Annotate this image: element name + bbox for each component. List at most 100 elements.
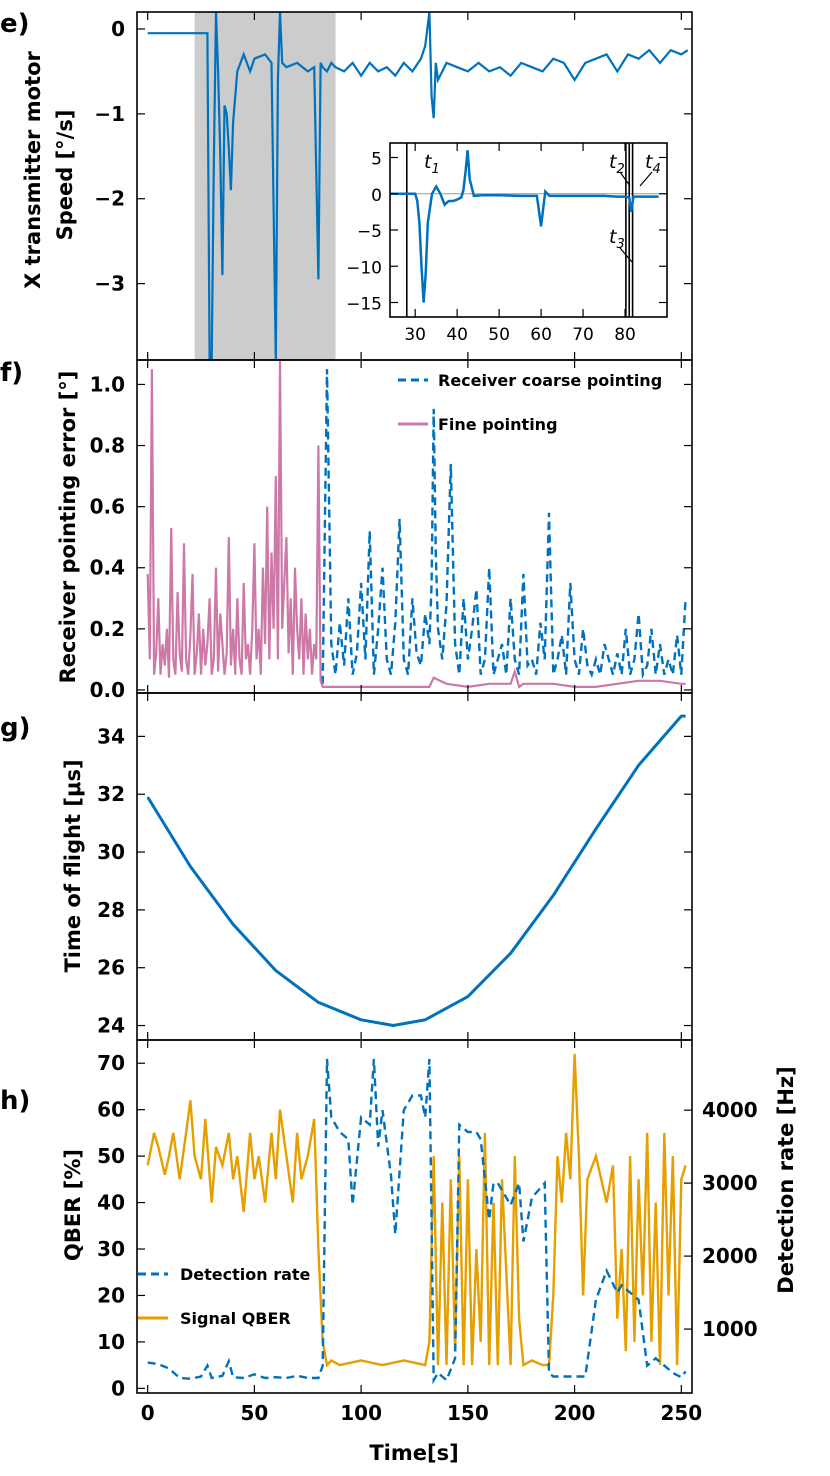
- e-y-label-0: 0: [111, 17, 125, 41]
- inset-x-label-4: 70: [572, 325, 594, 345]
- annot-arrow-t2: [619, 171, 631, 187]
- panel-g-letter: g): [0, 713, 31, 743]
- annot-arrow-t4: [639, 171, 653, 187]
- f-fine-line: [146, 360, 686, 689]
- h-x-label-5: 250: [660, 1401, 702, 1425]
- h-y-ticks: 0 10 20 30 40 50 60 70: [97, 1051, 145, 1400]
- h-y-label-6: 60: [97, 1098, 125, 1122]
- panel-e-speed: 0 −1 −2 −3 e) X transmitter motor Speed [°/…: [0, 9, 693, 361]
- inset-x-label-0: 30: [404, 325, 426, 345]
- inset-chart: 50−5−10−15 30 40 50 60 70 80 t1 t2 t3 t4: [346, 142, 668, 345]
- inset-x-ticks: 30 40 50 60 70 80: [404, 143, 636, 345]
- h-ylabel: QBER [%]: [61, 1149, 85, 1261]
- annot-t3: t3: [609, 226, 625, 252]
- inset-series-group: [390, 143, 667, 317]
- f-legend: Receiver coarse pointing Fine pointing: [398, 371, 662, 434]
- g-y-label-1: 26: [97, 956, 125, 980]
- f-y-label-4: 0.8: [90, 434, 125, 458]
- g-y-label-4: 32: [97, 782, 125, 806]
- h-y-label-3: 30: [97, 1237, 125, 1261]
- e-y-ticks: 0 −1 −2 −3: [94, 17, 692, 296]
- inset-annotations: t1 t2 t3 t4: [424, 151, 661, 263]
- panel-e-letter: e): [0, 9, 30, 39]
- h-y2-label-0: 1000: [702, 1317, 758, 1341]
- inset-y-label-4: −15: [346, 295, 382, 315]
- h-y-label-7: 70: [97, 1051, 125, 1075]
- annot-t4: t4: [645, 151, 661, 177]
- inset-x-label-5: 80: [614, 325, 636, 345]
- g-tof-line: [146, 714, 686, 1027]
- inset-y-label-1: 0: [371, 186, 382, 206]
- f-y-label-2: 0.4: [90, 556, 125, 580]
- h-y-label-5: 50: [97, 1144, 125, 1168]
- annot-t1: t1: [424, 151, 440, 177]
- h-x-label-2: 100: [340, 1401, 382, 1425]
- f-ylabel: Receiver pointing error [°]: [56, 371, 80, 684]
- panel-h-letter: h): [0, 1086, 30, 1116]
- annot-arrow-t3: [619, 247, 633, 263]
- panel-g-time-of-flight: 24 26 28 30 32 34 g) Time of flight [μs]: [0, 692, 693, 1041]
- e-y-label-3: −3: [94, 272, 125, 296]
- g-x-ticks: [147, 693, 682, 1040]
- h-y2-label-1: 2000: [702, 1244, 758, 1268]
- f-y-label-3: 0.6: [90, 495, 125, 519]
- panel-f-letter: f): [0, 358, 23, 388]
- inset-speed-line: [390, 150, 659, 303]
- h-detection-line: [147, 1058, 687, 1385]
- inset-x-label-3: 60: [530, 325, 552, 345]
- legend-label-fine: Fine pointing: [438, 415, 558, 434]
- h-y-label-1: 10: [97, 1330, 125, 1354]
- e-y-label-2: −2: [94, 187, 125, 211]
- panel-h-qber: 0 10 20 30 40 50 60 70 1000 2000 3000 4000 0 50 100 1…: [0, 1039, 798, 1465]
- h-x-ticks: 0 50 100 150 200 250: [141, 1040, 702, 1425]
- g-series-group: [146, 714, 686, 1027]
- inset-y-label-3: −10: [346, 258, 382, 278]
- g-y-ticks: 24 26 28 30 32 34: [97, 724, 692, 1038]
- h-y-label-4: 40: [97, 1191, 125, 1215]
- inset-y-label-2: −5: [357, 222, 382, 242]
- h-y-label-0: 0: [111, 1376, 125, 1400]
- f-y-label-5: 1.0: [90, 372, 125, 396]
- g-y-label-5: 34: [97, 724, 125, 748]
- h-y2-label-3: 4000: [702, 1098, 758, 1122]
- h-x-label-4: 200: [554, 1401, 596, 1425]
- h-y2-ticks: 1000 2000 3000 4000: [684, 1098, 758, 1341]
- h-y2label: Detection rate [Hz]: [774, 1066, 798, 1293]
- h-y2-label-2: 3000: [702, 1171, 758, 1195]
- h-legend: Detection rate Signal QBER: [138, 1265, 311, 1328]
- g-y-label-0: 24: [97, 1014, 125, 1038]
- inset-y-ticks: 5 0 −5 −10 −15: [346, 150, 667, 315]
- inset-y-label-0: 5: [371, 150, 382, 170]
- panel-h-frame: [136, 1039, 693, 1394]
- h-xlabel: Time[s]: [369, 1441, 458, 1465]
- g-y-label-3: 30: [97, 840, 125, 864]
- f-y-label-0: 0.0: [90, 678, 125, 702]
- g-ylabel: Time of flight [μs]: [61, 759, 85, 972]
- panel-g-frame: [136, 692, 693, 1041]
- e-x-ticks: [147, 12, 682, 360]
- h-series-group: [146, 1053, 687, 1385]
- g-y-label-2: 28: [97, 898, 125, 922]
- e-speed-line: [147, 12, 689, 360]
- f-series-group: [146, 360, 687, 689]
- legend-label-qber: Signal QBER: [180, 1309, 291, 1328]
- f-x-ticks: [147, 360, 682, 693]
- e-ylabel-line2: Speed [°/s]: [53, 110, 77, 241]
- inset-x-label-1: 40: [446, 325, 468, 345]
- f-y-label-1: 0.2: [90, 617, 125, 641]
- e-ylabel-line1: X transmitter motor: [21, 50, 45, 288]
- e-series-group: [147, 12, 689, 360]
- legend-label-coarse: Receiver coarse pointing: [438, 371, 662, 390]
- h-y-label-2: 20: [97, 1283, 125, 1307]
- h-x-label-0: 0: [141, 1401, 155, 1425]
- h-x-label-3: 150: [447, 1401, 489, 1425]
- annot-t2: t2: [609, 151, 625, 177]
- panel-f-pointing: 0.0 0.2 0.4 0.6 0.8 1.0 f) Receiver pointing …: [0, 358, 693, 702]
- f-y-ticks: 0.0 0.2 0.4 0.6 0.8 1.0: [90, 372, 692, 702]
- inset-x-label-2: 50: [488, 325, 510, 345]
- e-y-label-1: −1: [94, 102, 125, 126]
- h-x-label-1: 50: [240, 1401, 268, 1425]
- legend-label-detection: Detection rate: [180, 1265, 311, 1284]
- inset-background: [390, 143, 667, 317]
